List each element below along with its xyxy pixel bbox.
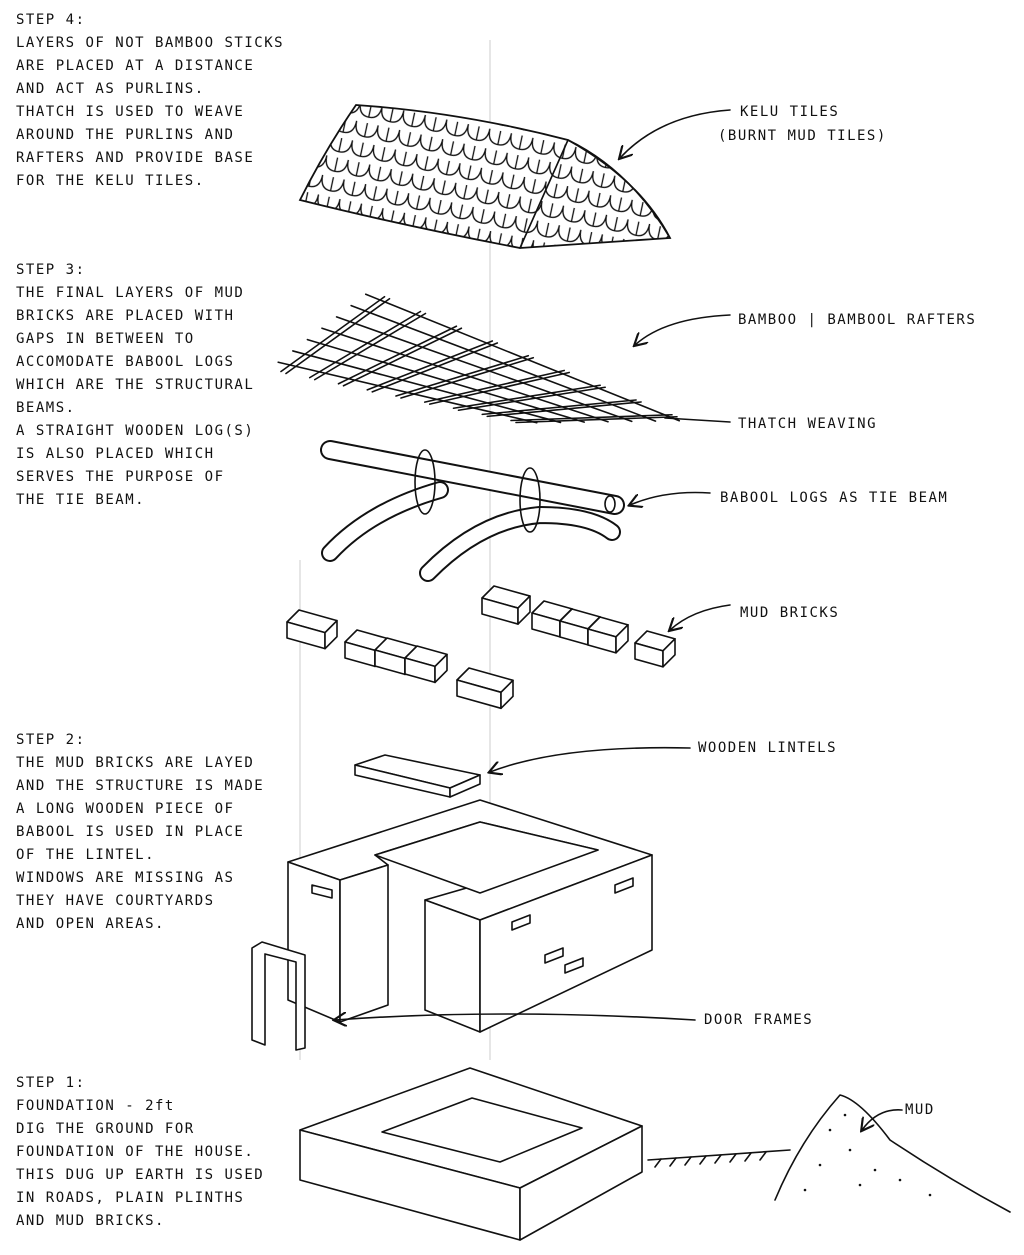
step-line: IN ROADS, PLAIN PLINTHS: [16, 1190, 244, 1206]
step-line: GAPS IN BETWEEN TO: [16, 331, 195, 347]
step-line: AND MUD BRICKS.: [16, 1213, 165, 1229]
label: KELU TILES: [740, 104, 839, 120]
wooden-lintel: [354, 754, 481, 798]
label: BABOOL LOGS AS TIE BEAM: [720, 490, 948, 506]
step-line: LAYERS OF NOT BAMBOO STICKS: [16, 35, 284, 51]
step-line: FOR THE KELU TILES.: [16, 173, 205, 189]
label: (BURNT MUD TILES): [718, 128, 887, 144]
door-frame: [251, 941, 306, 1051]
rafter: [342, 327, 463, 387]
brick-side: [324, 619, 338, 650]
step-line: FOUNDATION OF THE HOUSE.: [16, 1144, 254, 1160]
foundation: [299, 1067, 643, 1241]
step-line: A STRAIGHT WOODEN LOG(S): [16, 423, 254, 439]
step-line: THATCH IS USED TO WEAVE: [16, 104, 244, 120]
rafter: [457, 386, 606, 412]
rafter: [395, 354, 530, 397]
arrows: [335, 109, 903, 1130]
step-line: THE FINAL LAYERS OF MUD: [16, 285, 244, 301]
step-heading: STEP 1:: [16, 1075, 86, 1091]
ground-and-mud: [647, 1094, 1011, 1213]
step-line: ACCOMODATE BABOOL LOGS: [16, 354, 234, 370]
label: THATCH WEAVING: [738, 416, 877, 432]
brick-side: [662, 638, 676, 668]
rafter: [313, 312, 427, 381]
step-line: DIG THE GROUND FOR: [16, 1121, 195, 1137]
step-line: A LONG WOODEN PIECE OF: [16, 801, 234, 817]
rafter: [452, 384, 601, 410]
step-line: RAFTERS AND PROVIDE BASE: [16, 150, 254, 166]
step-line: BEAMS.: [16, 400, 76, 416]
babool-logs: [320, 440, 625, 582]
step-line: SERVES THE PURPOSE OF: [16, 469, 225, 485]
rafter: [423, 369, 565, 403]
label: MUD BRICKS: [740, 605, 839, 621]
label: WOODEN LINTELS: [698, 740, 837, 756]
brick-side: [434, 653, 448, 684]
brick-side: [615, 624, 629, 654]
step-heading: STEP 2:: [16, 732, 86, 748]
step-line: FOUNDATION - 2ft: [16, 1098, 175, 1114]
step-heading: STEP 4:: [16, 12, 86, 28]
label: BAMBOO | BAMBOOL RAFTERS: [738, 312, 976, 328]
step-line: WINDOWS ARE MISSING AS: [16, 870, 234, 886]
step-line: WHICH ARE THE STRUCTURAL: [16, 377, 254, 393]
step-heading: STEP 3:: [16, 262, 86, 278]
step-line: AND ACT AS PURLINS.: [16, 81, 205, 97]
roof-edge: [519, 139, 671, 249]
rafters: [277, 293, 681, 424]
rafter: [371, 342, 499, 393]
step-line: THE TIE BEAM.: [16, 492, 145, 508]
rafter: [510, 413, 673, 422]
rafter: [280, 295, 386, 373]
rafter: [486, 401, 642, 418]
rafter: [400, 356, 535, 399]
rafter: [481, 399, 637, 416]
rafter: [428, 371, 570, 405]
rafter: [337, 325, 458, 385]
brick-side: [500, 679, 514, 710]
step-line: AROUND THE PURLINS AND: [16, 127, 234, 143]
step-line: AND THE STRUCTURE IS MADE: [16, 778, 264, 794]
label: DOOR FRAMES: [704, 1012, 813, 1028]
label: MUD: [905, 1102, 935, 1118]
step-line: AND OPEN AREAS.: [16, 916, 165, 932]
mud-bricks: [286, 585, 676, 710]
step-line: ARE PLACED AT A DISTANCE: [16, 58, 254, 74]
rafter: [285, 297, 391, 375]
step-line: THIS DUG UP EARTH IS USED: [16, 1167, 264, 1183]
rafter: [308, 310, 422, 379]
step-texts: STEP 4: LAYERS OF NOT BAMBOO STICKS ARE PL…: [16, 12, 284, 1229]
step-line: THE MUD BRICKS ARE LAYED: [16, 755, 254, 771]
kelu-tile-roof: [298, 104, 672, 249]
step-line: BABOOL IS USED IN PLACE: [16, 824, 244, 840]
mud-wall-structure: [287, 799, 653, 1033]
rafter: [366, 340, 494, 391]
brick-side: [517, 595, 531, 625]
rafter: [515, 415, 678, 424]
step-line: THEY HAVE COURTYARDS: [16, 893, 215, 909]
step-line: IS ALSO PLACED WHICH: [16, 446, 215, 462]
step-line: OF THE LINTEL.: [16, 847, 155, 863]
step-line: BRICKS ARE PLACED WITH: [16, 308, 234, 324]
